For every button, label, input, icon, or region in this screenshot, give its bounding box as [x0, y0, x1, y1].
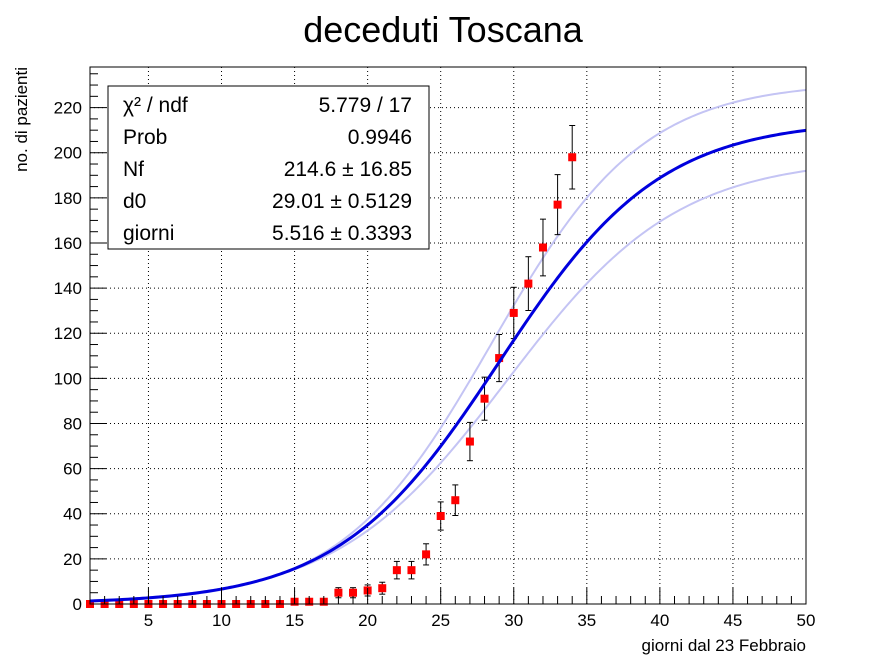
- point-marker: [422, 550, 431, 559]
- y-tick-label: 200: [54, 144, 82, 163]
- point-marker: [509, 308, 518, 317]
- x-tick-label: 25: [431, 611, 450, 630]
- y-tick-label: 0: [73, 595, 82, 614]
- x-tick-label: 35: [577, 611, 596, 630]
- data-point: [568, 125, 577, 190]
- point-marker: [553, 200, 562, 209]
- grid: [90, 67, 806, 604]
- stats-label-giorni: giorni: [123, 222, 174, 245]
- y-tick-label: 100: [54, 369, 82, 388]
- y-tick-label: 220: [54, 99, 82, 118]
- point-marker: [349, 588, 358, 597]
- y-tick-label: 80: [63, 414, 82, 433]
- point-marker: [568, 153, 577, 162]
- point-marker: [524, 279, 533, 288]
- stats-value-nf: 214.6 ± 16.85: [284, 158, 412, 181]
- point-marker: [465, 437, 474, 446]
- y-tick-label: 140: [54, 279, 82, 298]
- point-marker: [334, 588, 343, 597]
- x-tick-label: 10: [212, 611, 231, 630]
- x-tick-label: 20: [358, 611, 377, 630]
- x-axis-label: giorni dal 23 Febbraio: [642, 636, 806, 655]
- point-marker: [495, 354, 504, 363]
- data-point: [538, 218, 547, 277]
- fit-line: [89, 128, 807, 603]
- point-marker: [451, 496, 460, 505]
- data-point: [524, 256, 533, 311]
- stats-box-frame: [107, 85, 430, 250]
- point-marker: [436, 512, 445, 521]
- stats-label-prob: Prob: [123, 126, 167, 149]
- data-point: [553, 174, 562, 236]
- stats-label-nf: Nf: [123, 158, 144, 181]
- point-marker: [378, 584, 387, 593]
- data-point: [422, 543, 431, 566]
- y-tick-label: 60: [63, 460, 82, 479]
- plot-frame: [89, 66, 807, 605]
- point-marker: [392, 566, 401, 575]
- data-point: [407, 560, 416, 580]
- x-tick-label: 30: [504, 611, 523, 630]
- data-point: [392, 560, 401, 580]
- data-point: [495, 334, 504, 383]
- stats-value-chi2: 5.779 / 17: [319, 94, 412, 117]
- point-marker: [538, 243, 547, 252]
- data-point: [451, 484, 460, 517]
- point-marker: [407, 566, 416, 575]
- x-tick-label: 40: [650, 611, 669, 630]
- y-axis-label: no. di pazienti: [12, 67, 31, 172]
- x-tick-label: 50: [797, 611, 816, 630]
- y-tick-label: 160: [54, 234, 82, 253]
- y-tick-label: 120: [54, 324, 82, 343]
- stats-value-prob: 0.9946: [348, 126, 412, 149]
- stats-value-giorni: 5.516 ± 0.3393: [272, 222, 412, 245]
- x-tick-label: 5: [144, 611, 153, 630]
- y-tick-label: 40: [63, 505, 82, 524]
- data-point: [465, 421, 474, 462]
- stats-label-d0: d0: [123, 190, 146, 213]
- x-tick-label: 45: [723, 611, 742, 630]
- data-point: [509, 286, 518, 340]
- axes: 5 10 15 20 25 30 35 40 45 50 0 20 40 60 80 100 120 140 160…: [54, 73, 816, 630]
- data-point: [436, 501, 445, 531]
- data-point: [378, 581, 387, 595]
- stats-label-chi2: χ² / ndf: [123, 94, 188, 117]
- stats-box: χ² / ndf 5.779 / 17 Prob 0.9946 Nf 214.6…: [107, 85, 430, 250]
- y-tick-label: 180: [54, 189, 82, 208]
- point-marker: [480, 394, 489, 403]
- chart-title: deceduti Toscana: [303, 9, 584, 50]
- y-tick-label: 20: [63, 550, 82, 569]
- fit-curve: [89, 128, 807, 603]
- stats-value-d0: 29.01 ± 0.5129: [272, 190, 412, 213]
- x-tick-label: 15: [285, 611, 304, 630]
